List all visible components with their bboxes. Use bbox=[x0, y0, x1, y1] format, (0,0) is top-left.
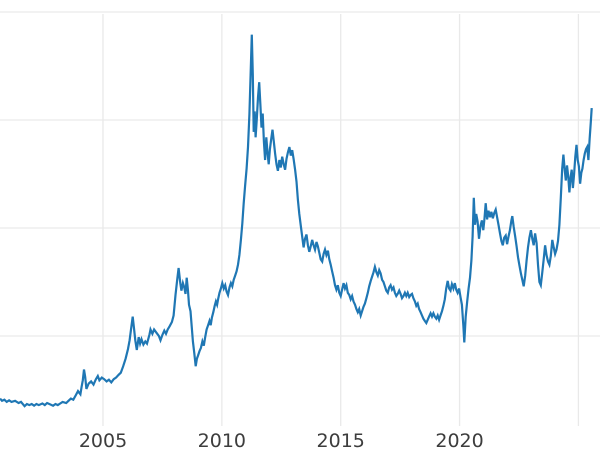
x-tick-label-2010: 2010 bbox=[198, 430, 246, 450]
x-tick-label-2015: 2015 bbox=[317, 430, 365, 450]
gridlines bbox=[0, 11, 600, 426]
x-tick-label-2020: 2020 bbox=[435, 430, 483, 450]
series-price bbox=[0, 34, 593, 408]
x-axis-tick-labels: 2005 2010 2015 2020 bbox=[79, 430, 484, 450]
price-line-series bbox=[0, 34, 593, 408]
x-tick-label-2005: 2005 bbox=[79, 430, 127, 450]
